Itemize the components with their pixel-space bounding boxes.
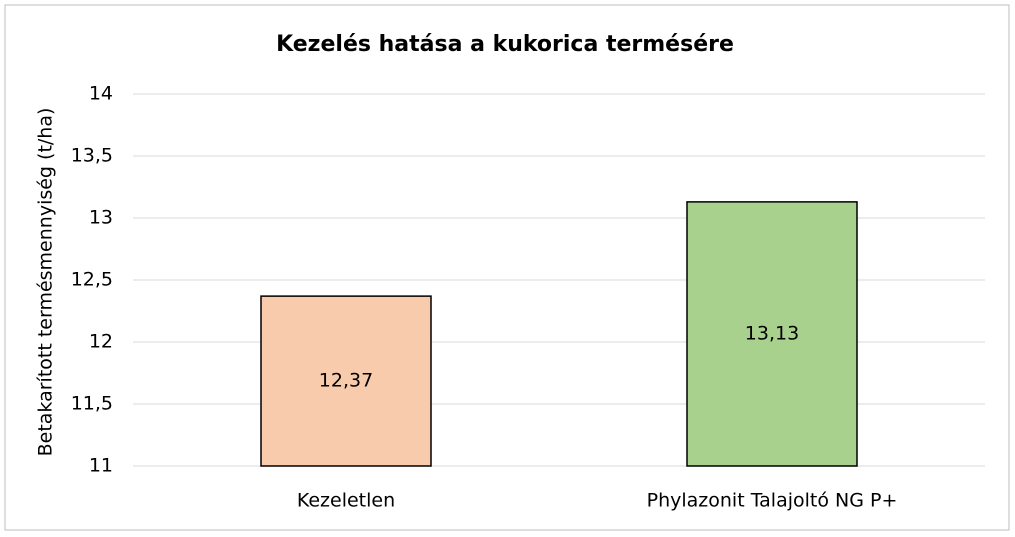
y-tick-label: 11,5	[71, 393, 113, 415]
bar	[260, 295, 432, 467]
chart-title: Kezelés hatása a kukorica termésére	[276, 32, 734, 57]
y-tick-label: 13,5	[71, 145, 113, 167]
data-label: 12,37	[319, 370, 373, 392]
data-label: 13,13	[745, 322, 799, 344]
x-tick-label: Kezeletlen	[297, 490, 395, 512]
y-tick-label: 12,5	[71, 269, 113, 291]
y-tick-label: 12	[89, 331, 113, 353]
bar	[686, 201, 858, 467]
x-tick-label: Phylazonit Talajoltó NG P+	[647, 490, 898, 512]
y-tick-label: 11	[89, 455, 113, 477]
y-tick-label: 14	[89, 83, 113, 105]
chart-border	[4, 4, 1010, 531]
y-axis-label: Betakarított termésmennyiség (t/ha)	[35, 108, 57, 457]
y-tick-label: 13	[89, 207, 113, 229]
